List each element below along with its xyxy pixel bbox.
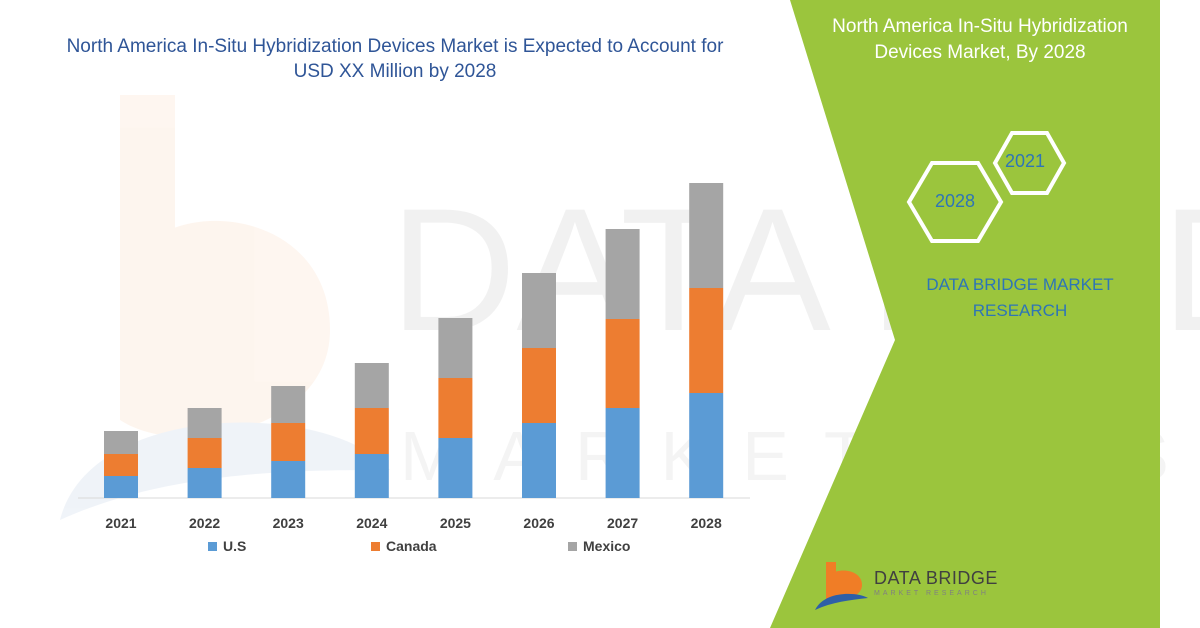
watermark-logo-swoosh: [60, 422, 390, 520]
x-tick-label-2023: 2023: [273, 515, 304, 531]
hexagon-2021: [992, 131, 1067, 195]
bar-us-2021: [104, 476, 138, 498]
bar-us-2023: [271, 461, 306, 498]
watermark-logo-stem: [120, 95, 175, 355]
bar-mexico-2022: [187, 408, 222, 438]
bar-canada-2021: [104, 454, 138, 476]
legend-label-us: U.S: [223, 538, 247, 554]
legend-item-us: U.S: [208, 538, 246, 554]
x-tick-label-2028: 2028: [691, 515, 722, 531]
watermark-logo-bowl: [120, 220, 330, 438]
logo-text: DATA BRIDGE: [874, 568, 998, 588]
bar-canada-2022: [187, 438, 222, 468]
logo-subtext: MARKET RESEARCH: [874, 590, 989, 597]
x-tick-label-2025: 2025: [440, 515, 471, 531]
x-tick-label-2021: 2021: [105, 515, 136, 531]
legend-label-canada: Canada: [386, 538, 437, 554]
hexagon-2028: [906, 161, 1004, 243]
x-tick-label-2027: 2027: [607, 515, 638, 531]
bar-mexico-2025: [438, 318, 473, 378]
bar-us-2028: [689, 393, 724, 498]
legend-swatch-mexico: [568, 541, 577, 551]
bar-us-2025: [438, 438, 473, 498]
bar-us-2024: [354, 454, 389, 498]
brand-logo: [815, 562, 868, 610]
hexagon-label-2028: 2028: [934, 191, 976, 211]
bar-canada-2026: [522, 348, 556, 423]
bar-mexico-2027: [605, 229, 640, 319]
legend-swatch-canada: [371, 541, 380, 551]
bars-layer: [104, 183, 724, 498]
bar-mexico-2024: [354, 363, 389, 408]
panel-title: North America In-Situ Hybridization Devi…: [832, 16, 1128, 63]
x-tick-labels: 2021 2022 2023 2024 2025 2026 2027 2028: [105, 515, 722, 531]
bar-us-2026: [522, 423, 556, 498]
hexagon-label-2021: 2021: [1004, 151, 1046, 171]
legend-swatch-us: [208, 541, 217, 551]
x-tick-label-2022: 2022: [189, 515, 220, 531]
chart-title: North America In-Situ Hybridization Devi…: [66, 36, 724, 82]
watermark-logo: [60, 95, 390, 520]
bar-canada-2027: [605, 319, 640, 408]
legend-item-mexico: Mexico: [568, 538, 630, 554]
legend-label-mexico: Mexico: [583, 538, 631, 554]
bar-mexico-2028: [689, 183, 724, 288]
brand-name: DATA BRIDGE MARKET RESEARCH: [926, 275, 1114, 320]
bar-canada-2028: [689, 288, 724, 393]
legend-item-canada: Canada: [371, 538, 437, 554]
chart-legend: U.S Canada Mexico: [200, 538, 680, 558]
bar-canada-2024: [354, 408, 389, 454]
bar-canada-2023: [271, 423, 306, 461]
bar-canada-2025: [438, 378, 473, 438]
x-tick-label-2024: 2024: [356, 515, 387, 531]
bar-us-2022: [187, 468, 222, 498]
bar-us-2027: [605, 408, 640, 498]
bar-mexico-2026: [522, 273, 556, 348]
x-tick-label-2026: 2026: [523, 515, 554, 531]
bar-mexico-2021: [104, 431, 138, 454]
bar-mexico-2023: [271, 386, 306, 423]
